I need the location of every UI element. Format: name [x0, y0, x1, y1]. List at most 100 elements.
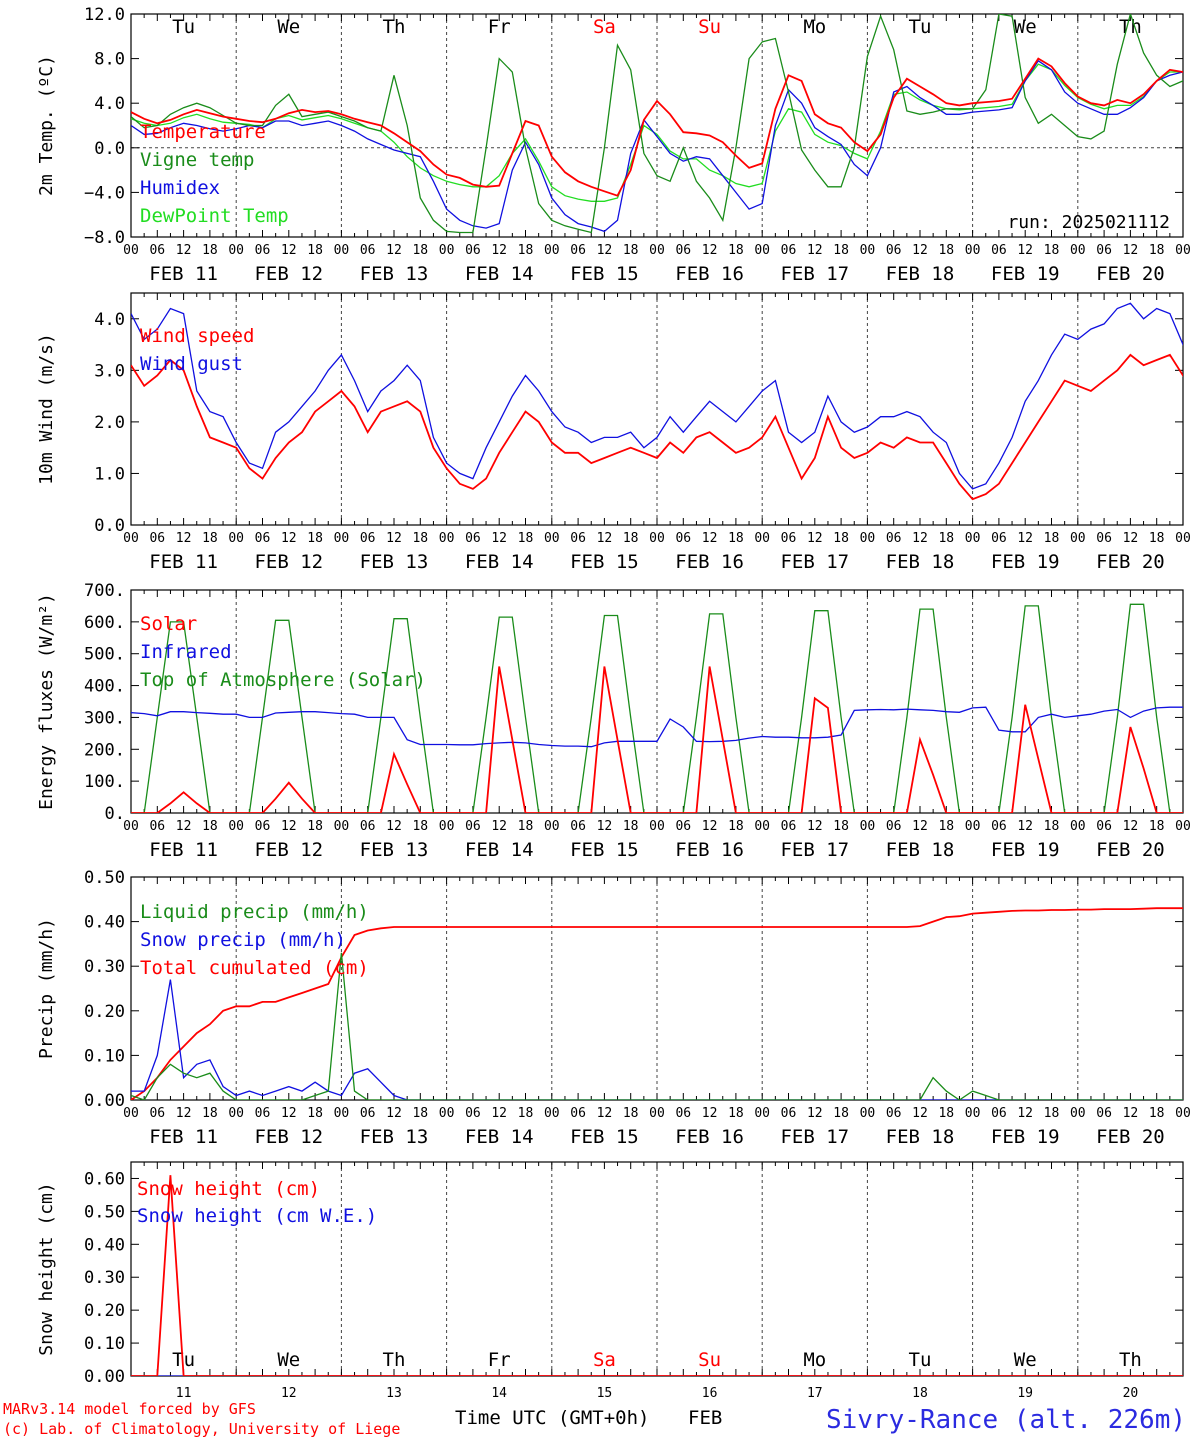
x-tick-label: 00	[860, 531, 876, 546]
x-tick-label: 18	[938, 531, 954, 546]
x-tick-label: 12	[1017, 1106, 1033, 1121]
date-label: FEB 17	[780, 551, 849, 573]
x-tick-label: 00	[965, 819, 981, 834]
x-tick-label: 00	[544, 1106, 560, 1121]
x-tick-label: 06	[570, 1106, 586, 1121]
x-tick-label: 18	[623, 819, 639, 834]
day-number-label: 12	[281, 1386, 297, 1401]
x-tick-label: 00	[649, 531, 665, 546]
x-tick-label: 18	[412, 819, 428, 834]
x-tick-label: 18	[202, 819, 218, 834]
x-tick-label: 12	[597, 1106, 613, 1121]
x-tick-label: 12	[912, 243, 928, 258]
y-tick-label: 0.50	[84, 1202, 125, 1222]
day-abbr-label: We	[1014, 1349, 1037, 1371]
day-number-label: 16	[702, 1386, 718, 1401]
date-label: FEB 19	[991, 551, 1060, 573]
date-label: FEB 18	[886, 839, 955, 861]
day-abbr-label: Fr	[488, 1349, 511, 1371]
x-tick-label: 00	[649, 819, 665, 834]
x-tick-label: 06	[570, 531, 586, 546]
x-tick-label: 12	[491, 1106, 507, 1121]
legend-label: Wind gust	[140, 353, 243, 375]
y-tick-label: 0.00	[84, 1367, 125, 1387]
legend-label: DewPoint Temp	[140, 205, 289, 227]
x-tick-label: 06	[991, 243, 1007, 258]
y-tick-label: −8.0	[84, 228, 125, 248]
date-label: FEB 14	[465, 839, 534, 861]
day-abbr-label: Mo	[803, 1349, 826, 1371]
x-tick-label: 06	[1096, 531, 1112, 546]
series-line-temp-3	[131, 63, 1183, 202]
x-tick-label: 12	[491, 819, 507, 834]
x-tick-label: 18	[833, 531, 849, 546]
series-line-energy-0	[131, 666, 1183, 813]
legend-label: Vigne temp	[140, 149, 254, 171]
y-tick-label: 0.20	[84, 1002, 125, 1022]
x-tick-label: 06	[255, 819, 271, 834]
y-tick-label: 0.60	[84, 1169, 125, 1189]
x-tick-label: 18	[1044, 531, 1060, 546]
day-abbr-label: Sa	[593, 16, 616, 38]
date-label: FEB 20	[1096, 839, 1165, 861]
day-number-label: 15	[597, 1386, 613, 1401]
x-tick-label: 00	[334, 1106, 350, 1121]
x-tick-label: 00	[1175, 531, 1191, 546]
station-label: Sivry-Rance (alt. 226m)	[826, 1405, 1186, 1435]
x-tick-label: 12	[491, 531, 507, 546]
x-tick-label: 00	[965, 1106, 981, 1121]
legend-label: Total cumulated (cm)	[140, 957, 369, 979]
series-line-wind-0	[131, 353, 1183, 501]
x-tick-label: 18	[518, 1106, 534, 1121]
x-tick-label: 12	[912, 819, 928, 834]
legend-label: Top of Atmosphere (Solar)	[140, 669, 426, 691]
x-tick-label: 06	[886, 819, 902, 834]
y-tick-label: 600.	[84, 613, 125, 633]
legend-label: Solar	[140, 613, 197, 635]
x-tick-label: 12	[807, 819, 823, 834]
x-tick-label: 06	[781, 819, 797, 834]
y-tick-label: 0.10	[84, 1046, 125, 1066]
x-tick-label: 18	[1149, 531, 1165, 546]
x-tick-label: 00	[754, 1106, 770, 1121]
x-tick-label: 06	[886, 531, 902, 546]
date-label: FEB 18	[886, 551, 955, 573]
x-tick-label: 12	[176, 243, 192, 258]
y-tick-label: 0.	[105, 804, 125, 824]
x-tick-label: 00	[965, 531, 981, 546]
model-credit: MARv3.14 model forced by GFS	[3, 1400, 256, 1418]
legend-label: Temperature	[140, 121, 266, 143]
x-tick-label: 06	[255, 531, 271, 546]
x-tick-label: 06	[360, 531, 376, 546]
day-abbr-label: Mo	[803, 16, 826, 38]
date-label: FEB 12	[254, 1126, 323, 1148]
x-tick-label: 06	[360, 243, 376, 258]
series-line-temp-1	[131, 14, 1183, 234]
x-tick-label: 18	[412, 531, 428, 546]
x-tick-label: 12	[702, 243, 718, 258]
x-tick-label: 18	[1044, 243, 1060, 258]
x-tick-label: 00	[439, 819, 455, 834]
x-tick-label: 00	[439, 243, 455, 258]
x-tick-label: 06	[1096, 1106, 1112, 1121]
y-tick-label: 500.	[84, 645, 125, 665]
x-tick-label: 18	[728, 531, 744, 546]
x-tick-label: 18	[518, 819, 534, 834]
date-label: FEB 13	[360, 263, 429, 285]
x-tick-label: 06	[149, 1106, 165, 1121]
y-tick-label: 0.20	[84, 1301, 125, 1321]
date-label: FEB 19	[991, 1126, 1060, 1148]
x-tick-label: 06	[149, 819, 165, 834]
date-label: FEB 15	[570, 263, 639, 285]
x-tick-label: 18	[307, 243, 323, 258]
x-tick-label: 00	[439, 531, 455, 546]
y-axis-label: Snow height (cm)	[36, 1182, 57, 1355]
x-tick-label: 12	[386, 819, 402, 834]
series-line-energy-1	[131, 706, 1183, 748]
x-tick-label: 06	[886, 1106, 902, 1121]
x-tick-label: 12	[1123, 1106, 1139, 1121]
y-tick-label: 700.	[84, 581, 125, 601]
date-label: FEB 18	[886, 263, 955, 285]
date-label: FEB 20	[1096, 263, 1165, 285]
